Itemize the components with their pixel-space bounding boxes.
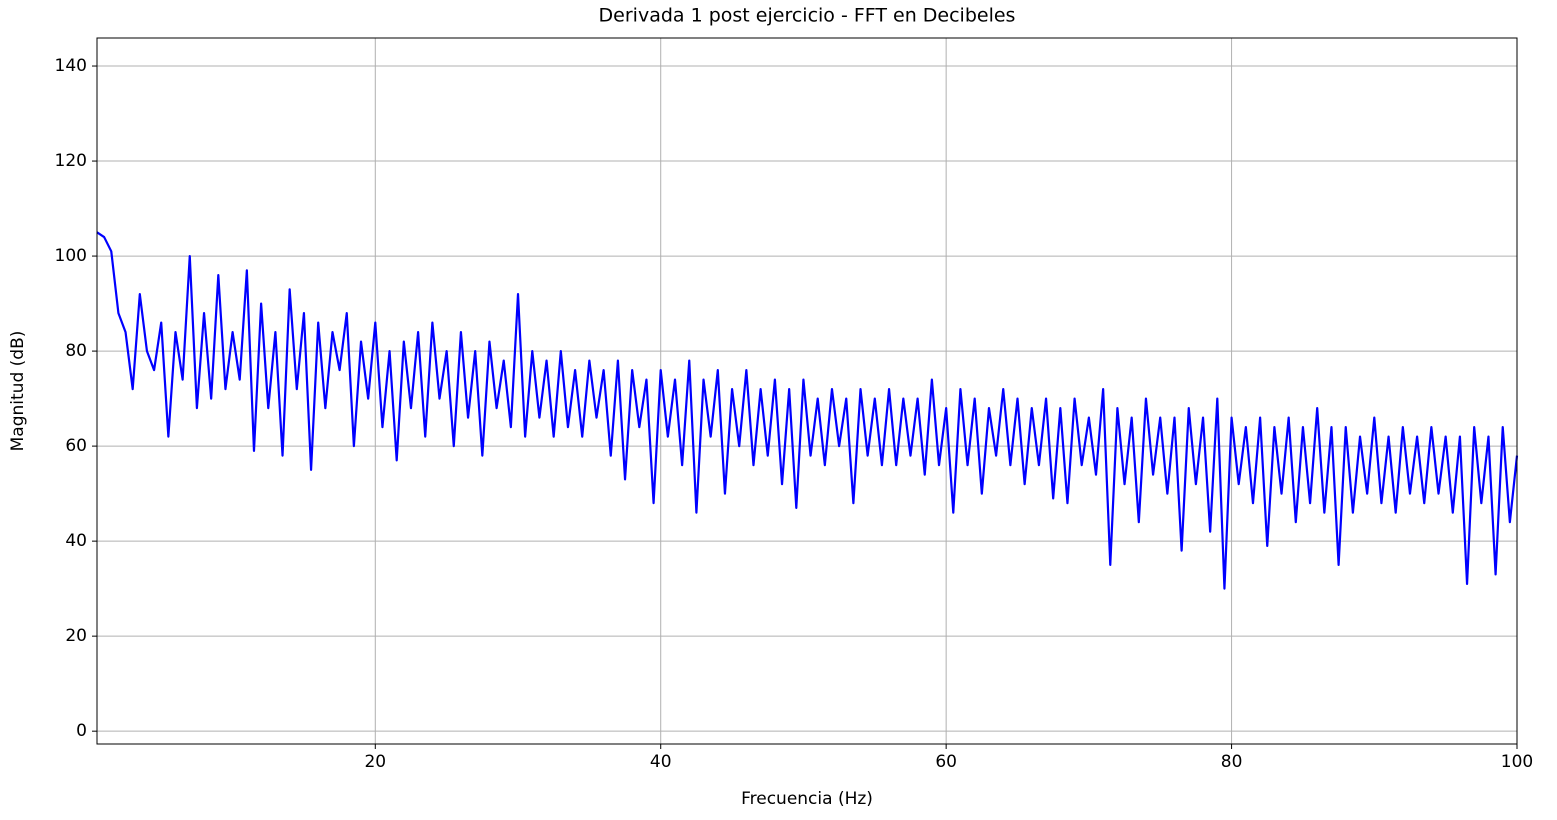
x-axis-label: Frecuencia (Hz) [741,789,873,809]
x-tick-label: 100 [1501,752,1533,772]
y-tick-label: 40 [65,531,87,551]
chart-title: Derivada 1 post ejercicio - FFT en Decib… [599,5,1016,27]
y-tick-label: 80 [65,341,87,361]
x-tick-label: 60 [935,752,957,772]
data-line [96,231,1519,590]
y-tick-label: 0 [76,721,87,741]
y-tick-label: 140 [55,56,87,76]
y-tick-label: 20 [65,626,87,646]
y-tick-label: 120 [55,151,87,171]
x-tick-label: 40 [650,752,672,772]
y-axis-label: Magnitud (dB) [8,331,28,452]
y-tick-label: 60 [65,436,87,456]
x-tick-label: 20 [364,752,386,772]
x-tick-label: 80 [1221,752,1243,772]
y-tick-label: 100 [55,246,87,266]
plot-frame [96,37,1518,745]
